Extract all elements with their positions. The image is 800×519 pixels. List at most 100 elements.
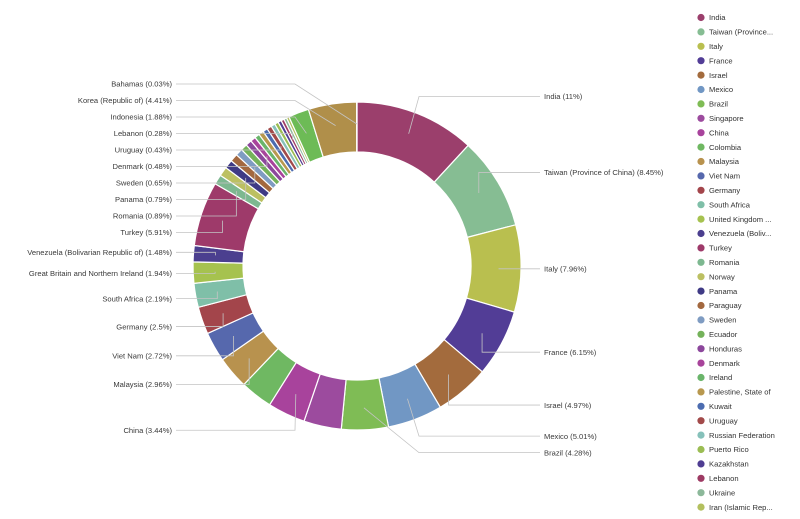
leader-indonesia <box>176 116 307 134</box>
legend-item-iran-islamic-rep[interactable]: Iran (Islamic Rep... <box>697 503 773 512</box>
legend-swatch <box>697 489 705 497</box>
callout-label-panama: Panama (0.79%) <box>115 195 172 204</box>
legend-label: Palestine, State of <box>709 388 772 397</box>
legend-item-romania[interactable]: Romania <box>697 258 740 267</box>
legend-swatch <box>697 258 705 266</box>
legend-item-lebanon[interactable]: Lebanon <box>697 474 739 483</box>
legend-label: Puerto Rico <box>709 445 749 454</box>
legend-swatch <box>697 157 705 166</box>
leader-panama <box>176 177 247 200</box>
legend-item-turkey[interactable]: Turkey <box>697 244 732 253</box>
legend-item-colombia[interactable]: Colombia <box>697 143 742 152</box>
legend-item-kuwait[interactable]: Kuwait <box>697 402 733 411</box>
legend-swatch <box>697 460 705 468</box>
legend-swatch <box>697 316 705 324</box>
legend-label: Paraguay <box>709 301 742 310</box>
callout-label-germany: Germany (2.5%) <box>116 322 172 331</box>
legend: India Taiwan (Province... Italy France Israe… <box>697 13 775 512</box>
callout-label-italy: Italy (7.96%) <box>544 265 587 274</box>
legend-item-norway[interactable]: Norway <box>697 272 735 281</box>
legend-item-china[interactable]: China <box>697 128 730 137</box>
callout-label-korea-republic-of: Korea (Republic of) (4.41%) <box>78 96 173 105</box>
legend-item-taiwan-province[interactable]: Taiwan (Province... <box>697 28 773 37</box>
legend-label: Norway <box>709 272 735 281</box>
legend-item-united-kingdom[interactable]: United Kingdom ... <box>697 215 771 224</box>
callout-leaders <box>176 83 540 454</box>
callout-label-france: France (6.15%) <box>544 348 597 357</box>
leader-south-africa <box>176 291 218 300</box>
legend-swatch <box>697 229 705 238</box>
callout-label-china: China (3.44%) <box>123 426 172 435</box>
legend-item-viet-nam[interactable]: Viet Nam <box>697 172 740 181</box>
legend-item-honduras[interactable]: Honduras <box>697 344 742 353</box>
legend-swatch <box>697 71 705 79</box>
legend-swatch <box>697 359 705 367</box>
leader-turkey <box>176 220 223 233</box>
legend-item-ecuador[interactable]: Ecuador <box>697 330 738 339</box>
leader-venezuela-bolivarian-republic-of <box>176 251 216 256</box>
legend-item-uruguay[interactable]: Uruguay <box>697 416 738 425</box>
legend-swatch <box>697 57 705 65</box>
legend-swatch <box>697 172 705 180</box>
legend-item-kazakhstan[interactable]: Kazakhstan <box>697 460 749 469</box>
legend-label: Singapore <box>709 114 744 123</box>
legend-swatch <box>697 287 705 295</box>
legend-item-brazil[interactable]: Brazil <box>697 100 728 109</box>
legend-label: Uruguay <box>709 416 738 425</box>
legend-label: United Kingdom ... <box>709 215 771 224</box>
callout-label-mexico: Mexico (5.01%) <box>544 432 597 441</box>
legend-item-panama[interactable]: Panama <box>697 287 738 296</box>
callout-label-turkey: Turkey (5.91%) <box>120 228 172 237</box>
legend-item-mexico[interactable]: Mexico <box>697 85 733 94</box>
callout-label-viet-nam: Viet Nam (2.72%) <box>112 351 172 360</box>
legend-item-india[interactable]: India <box>697 13 726 22</box>
leader-italy <box>498 268 540 270</box>
legend-swatch <box>697 402 705 410</box>
callout-label-south-africa: South Africa (2.19%) <box>102 294 172 303</box>
legend-item-germany[interactable]: Germany <box>697 186 740 195</box>
legend-item-israel[interactable]: Israel <box>697 71 728 80</box>
donut-slices <box>192 101 522 431</box>
legend-swatch <box>697 201 705 209</box>
legend-item-ukraine[interactable]: Ukraine <box>697 488 735 497</box>
legend-swatch <box>697 373 705 382</box>
legend-item-denmark[interactable]: Denmark <box>697 359 740 368</box>
callout-label-indonesia: Indonesia (1.88%) <box>110 113 172 122</box>
legend-item-malaysia[interactable]: Malaysia <box>697 157 740 166</box>
leader-mexico <box>407 398 540 437</box>
callout-label-bahamas: Bahamas (0.03%) <box>111 80 172 89</box>
legend-swatch <box>697 100 705 108</box>
legend-swatch <box>697 445 705 454</box>
callout-label-united-kingdom-of-great-britain-and-northern-ireland: Great Britain and Northern Ireland (1.94… <box>29 269 173 278</box>
legend-item-puerto-rico[interactable]: Puerto Rico <box>697 445 749 454</box>
legend-item-italy[interactable]: Italy <box>697 42 723 51</box>
legend-label: India <box>709 13 726 22</box>
legend-item-sweden[interactable]: Sweden <box>697 316 736 325</box>
legend-label: Sweden <box>709 316 736 325</box>
legend-label: Panama <box>709 287 738 296</box>
legend-swatch <box>697 42 705 50</box>
legend-item-russian-federation[interactable]: Russian Federation <box>697 431 775 440</box>
leader-taiwan-province-of-china <box>478 172 540 193</box>
legend-item-south-africa[interactable]: South Africa <box>697 200 751 209</box>
legend-label: Viet Nam <box>709 172 740 181</box>
leader-france <box>481 333 540 353</box>
legend-label: Ireland <box>709 373 732 382</box>
leader-malaysia <box>176 358 250 385</box>
legend-item-singapore[interactable]: Singapore <box>697 114 744 123</box>
legend-label: Taiwan (Province... <box>709 28 773 37</box>
callout-label-lebanon: Lebanon (0.28%) <box>114 129 173 138</box>
legend-item-venezuela-boliv[interactable]: Venezuela (Boliv... <box>697 229 771 238</box>
legend-item-ireland[interactable]: Ireland <box>697 373 732 382</box>
legend-swatch <box>697 114 705 122</box>
legend-label: Honduras <box>709 344 742 353</box>
legend-swatch <box>697 143 705 151</box>
legend-label: Denmark <box>709 359 740 368</box>
leader-romania <box>176 191 237 217</box>
legend-swatch <box>697 273 705 281</box>
legend-item-france[interactable]: France <box>697 56 733 65</box>
legend-item-paraguay[interactable]: Paraguay <box>697 301 742 310</box>
legend-swatch <box>697 129 705 137</box>
legend-item-palestine-state-of[interactable]: Palestine, State of <box>697 388 772 397</box>
